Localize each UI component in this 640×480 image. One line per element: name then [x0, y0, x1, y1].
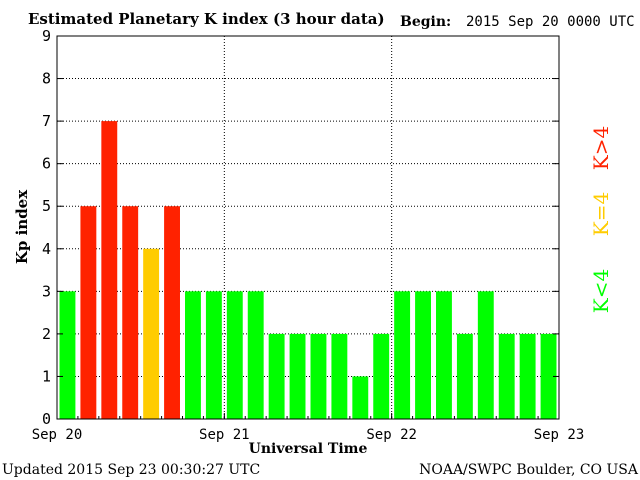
kp-bar: [289, 333, 306, 419]
y-tick-label: 6: [42, 155, 51, 173]
y-tick-label: 7: [42, 112, 51, 130]
kp-bar: [456, 333, 473, 419]
y-axis-label: Kp index: [13, 189, 31, 264]
x-axis: Sep 20 Sep 21 Sep 22 Sep 23: [32, 413, 585, 443]
y-tick-label: 8: [42, 70, 51, 88]
chart-grid: [57, 36, 559, 419]
kp-bar: [247, 291, 264, 419]
y-tick-label: 3: [42, 282, 51, 300]
kp-bar: [477, 291, 494, 419]
y-tick-label: 0: [42, 410, 51, 428]
x-axis-label: Universal Time: [249, 441, 368, 457]
begin-label: Begin:: [400, 14, 451, 30]
kp-bar: [519, 333, 536, 419]
kp-bar: [59, 291, 76, 419]
kp-bar: [80, 206, 97, 419]
begin-value: 2015 Sep 20 0000 UTC: [466, 14, 635, 30]
kp-bar: [164, 206, 180, 419]
y-tick-label: 5: [42, 197, 51, 215]
x-tick-label: Sep 21: [199, 427, 250, 443]
kp-bar: [352, 376, 369, 419]
kp-bar: [101, 121, 118, 419]
kp-bar: [394, 291, 411, 419]
kp-bar: [185, 291, 201, 419]
legend-k-less-4: K<4: [589, 269, 613, 313]
kp-bar: [310, 333, 327, 419]
x-tick-label: Sep 20: [32, 427, 83, 443]
kp-bar: [436, 291, 452, 419]
x-tick-label: Sep 22: [366, 427, 417, 443]
kp-bar: [415, 291, 431, 419]
y-tick-label: 9: [42, 27, 51, 45]
y-tick-label: 1: [42, 367, 51, 385]
y-tick-label: 4: [42, 240, 51, 258]
kp-bar: [373, 333, 390, 419]
kp-bar: [268, 333, 285, 419]
x-tick-label: Sep 23: [534, 427, 585, 443]
legend-k-greater-4: K>4: [589, 126, 613, 170]
chart-title: Estimated Planetary K index (3 hour data…: [28, 10, 385, 28]
y-axis: 0 1 2 3 4 5 6 7 8 9: [42, 27, 559, 428]
kp-bar: [143, 248, 160, 419]
kp-bar: [331, 333, 348, 419]
kp-bar: [226, 291, 243, 419]
kp-bar: [205, 291, 222, 419]
kp-bar: [540, 333, 557, 419]
legend-k-equal-4: K=4: [589, 192, 613, 236]
kp-bar: [122, 206, 139, 419]
chart-bars: [59, 121, 557, 419]
source-credit: NOAA/SWPC Boulder, CO USA: [419, 462, 639, 478]
kp-bar: [498, 333, 515, 419]
updated-timestamp: Updated 2015 Sep 23 00:30:27 UTC: [2, 462, 260, 478]
y-tick-label: 2: [42, 325, 51, 343]
